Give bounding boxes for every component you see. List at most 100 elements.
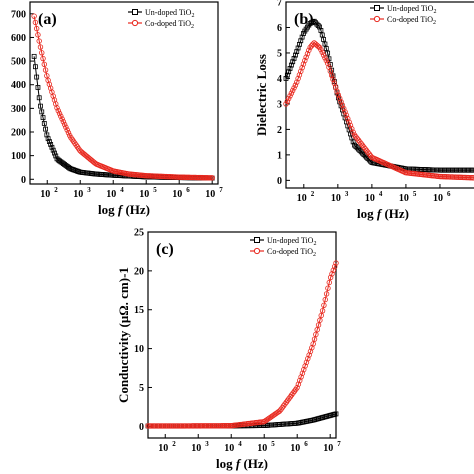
y-axis-label: Conductivity (μΩ. cm)-1	[116, 267, 131, 403]
series-1	[283, 18, 474, 173]
data-point	[63, 124, 69, 130]
plot-frame	[29, 1, 219, 185]
x-tick-label: 10	[139, 189, 149, 200]
legend-marker	[131, 19, 139, 27]
x-tick-exponent: 5	[271, 440, 275, 448]
x-tick-exponent: 5	[153, 186, 157, 194]
y-tick-label: 15	[134, 305, 144, 316]
data-point	[293, 52, 298, 58]
data-point	[284, 98, 291, 104]
data-point	[58, 113, 64, 119]
data-point	[341, 105, 347, 112]
data-point	[294, 79, 300, 85]
x-tick-label: 10	[205, 189, 215, 200]
x-tick-exponent: 6	[304, 440, 308, 448]
data-point	[333, 260, 339, 266]
data-point	[60, 119, 67, 125]
data-point	[343, 112, 350, 118]
data-point	[333, 411, 339, 417]
data-point	[361, 144, 367, 150]
data-point	[61, 121, 68, 128]
data-point	[314, 21, 320, 27]
y-tick-label: 1	[277, 150, 282, 161]
x-tick-exponent: 2	[172, 440, 176, 448]
data-point	[263, 417, 269, 424]
data-point	[306, 352, 312, 358]
x-tick-exponent: 4	[379, 190, 383, 198]
x-tick-label: 10	[73, 189, 83, 200]
legend-entry: Un-doped TiO2	[145, 8, 194, 19]
data-point	[284, 72, 290, 78]
data-point	[39, 50, 45, 56]
data-point	[319, 308, 326, 314]
data-point	[302, 57, 308, 64]
data-point	[362, 153, 368, 159]
data-point	[33, 25, 40, 32]
y-tick-label: 7	[277, 0, 282, 9]
data-point	[317, 317, 323, 323]
data-point	[37, 44, 44, 50]
data-point	[266, 415, 272, 422]
y-tick-label: 0	[277, 176, 282, 187]
data-point	[291, 56, 297, 61]
y-tick-label: 6	[277, 23, 282, 34]
x-tick-exponent: 3	[345, 190, 349, 198]
data-point	[283, 101, 289, 107]
y-tick-label: 25	[134, 228, 144, 239]
data-point	[49, 144, 55, 150]
data-point	[43, 126, 48, 132]
data-point	[41, 61, 47, 67]
data-point	[301, 31, 306, 36]
series-2	[31, 13, 215, 181]
series-line	[33, 16, 213, 179]
data-point	[296, 72, 303, 78]
y-tick-label: 5	[277, 48, 282, 59]
data-point	[267, 414, 273, 421]
x-tick-exponent: 6	[186, 186, 190, 194]
data-point	[286, 69, 292, 75]
legend-entry: Co-doped TiO2	[267, 247, 316, 258]
data-point	[329, 271, 335, 277]
data-point	[357, 148, 363, 153]
panel-label: (c)	[156, 241, 174, 258]
data-point	[315, 23, 321, 28]
legend-entry: Co-doped TiO2	[145, 19, 194, 30]
data-point	[42, 67, 49, 73]
y-tick-label: 500	[11, 57, 26, 68]
data-point	[346, 119, 352, 125]
data-point	[319, 32, 325, 38]
y-axis-label: Dielectric Loss	[254, 54, 269, 136]
data-point	[310, 341, 316, 347]
y-tick-label: 700	[11, 9, 26, 20]
data-point	[41, 120, 47, 126]
x-tick-label: 10	[331, 193, 341, 204]
data-point	[35, 32, 41, 38]
x-tick-label: 10	[158, 443, 168, 454]
x-tick-label: 10	[224, 443, 234, 454]
data-point	[314, 327, 320, 333]
x-axis-label: log f (Hz)	[216, 456, 268, 471]
plot-frame	[285, 1, 474, 189]
y-tick-label: 4	[277, 74, 282, 85]
data-point	[337, 95, 343, 102]
y-tick-label: 400	[11, 80, 26, 91]
data-point	[298, 374, 304, 380]
legend-entry: Un-doped TiO2	[387, 4, 436, 15]
data-point	[322, 296, 328, 303]
data-point	[35, 85, 41, 90]
data-point	[302, 363, 308, 369]
x-tick-exponent: 2	[311, 190, 315, 198]
data-point	[471, 175, 474, 181]
data-point	[271, 412, 277, 418]
data-point	[270, 412, 276, 419]
data-point	[355, 137, 362, 143]
x-tick-label: 10	[365, 193, 375, 204]
data-point	[54, 105, 60, 111]
data-point	[287, 93, 293, 99]
data-point	[59, 116, 65, 122]
data-point	[357, 139, 363, 145]
data-point	[295, 381, 302, 387]
x-tick-label: 10	[290, 443, 300, 454]
legend-marker	[253, 247, 261, 255]
